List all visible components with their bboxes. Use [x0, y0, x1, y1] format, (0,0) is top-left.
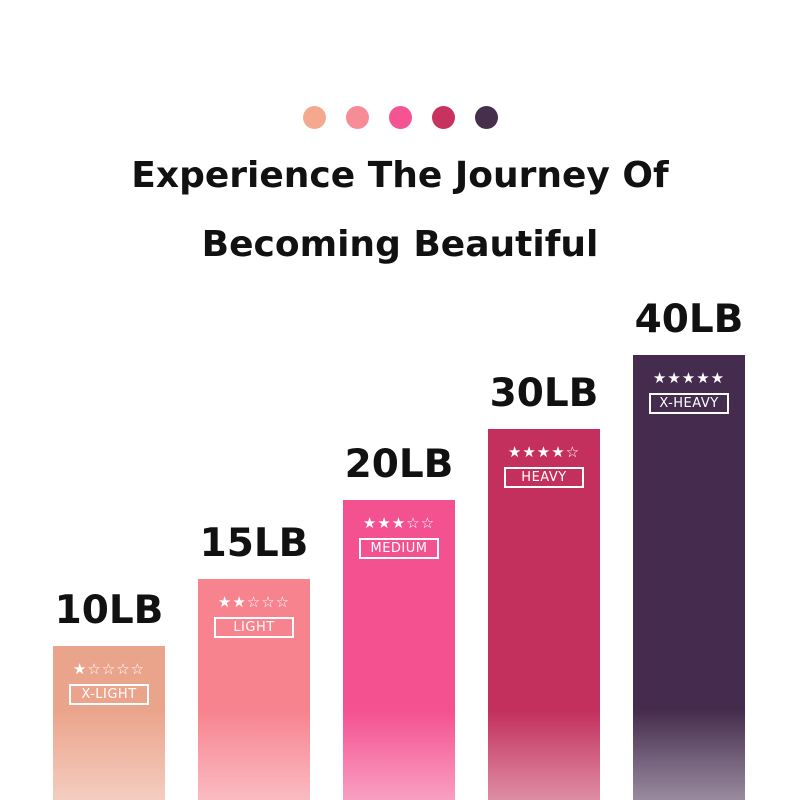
bar-label: 40LB — [634, 297, 744, 342]
color-dot — [474, 106, 498, 129]
bar-15lb: ★★☆☆☆ LIGHT — [198, 579, 310, 800]
bar-label: 20LB — [344, 442, 454, 487]
star-rating: ★★★☆☆ — [362, 514, 436, 532]
star-rating: ★★★★☆ — [507, 443, 581, 461]
color-dot — [302, 106, 326, 129]
star-rating: ★★★★★ — [652, 369, 726, 387]
color-dots — [0, 106, 800, 129]
bar-20lb: ★★★☆☆ MEDIUM — [343, 500, 455, 800]
bar-40lb: ★★★★★ X-HEAVY — [633, 355, 745, 800]
title-line-2: Becoming Beautiful — [201, 224, 599, 265]
bar-label: 15LB — [199, 521, 309, 566]
level-tag: HEAVY — [504, 467, 584, 488]
bar-label: 30LB — [489, 371, 599, 416]
level-tag: X-LIGHT — [69, 684, 149, 705]
star-rating: ★★☆☆☆ — [217, 593, 291, 611]
color-dot — [345, 106, 369, 129]
level-tag: MEDIUM — [359, 538, 439, 559]
star-rating: ★☆☆☆☆ — [72, 660, 146, 678]
bar-30lb: ★★★★☆ HEAVY — [488, 429, 600, 800]
title-line-1: Experience The Journey Of — [131, 155, 669, 196]
bar-label: 10LB — [54, 588, 164, 633]
color-dot — [431, 106, 455, 129]
level-tag: LIGHT — [214, 617, 294, 638]
color-dot — [388, 106, 412, 129]
level-tag: X-HEAVY — [649, 393, 729, 414]
bar-10lb: ★☆☆☆☆ X-LIGHT — [53, 646, 165, 800]
